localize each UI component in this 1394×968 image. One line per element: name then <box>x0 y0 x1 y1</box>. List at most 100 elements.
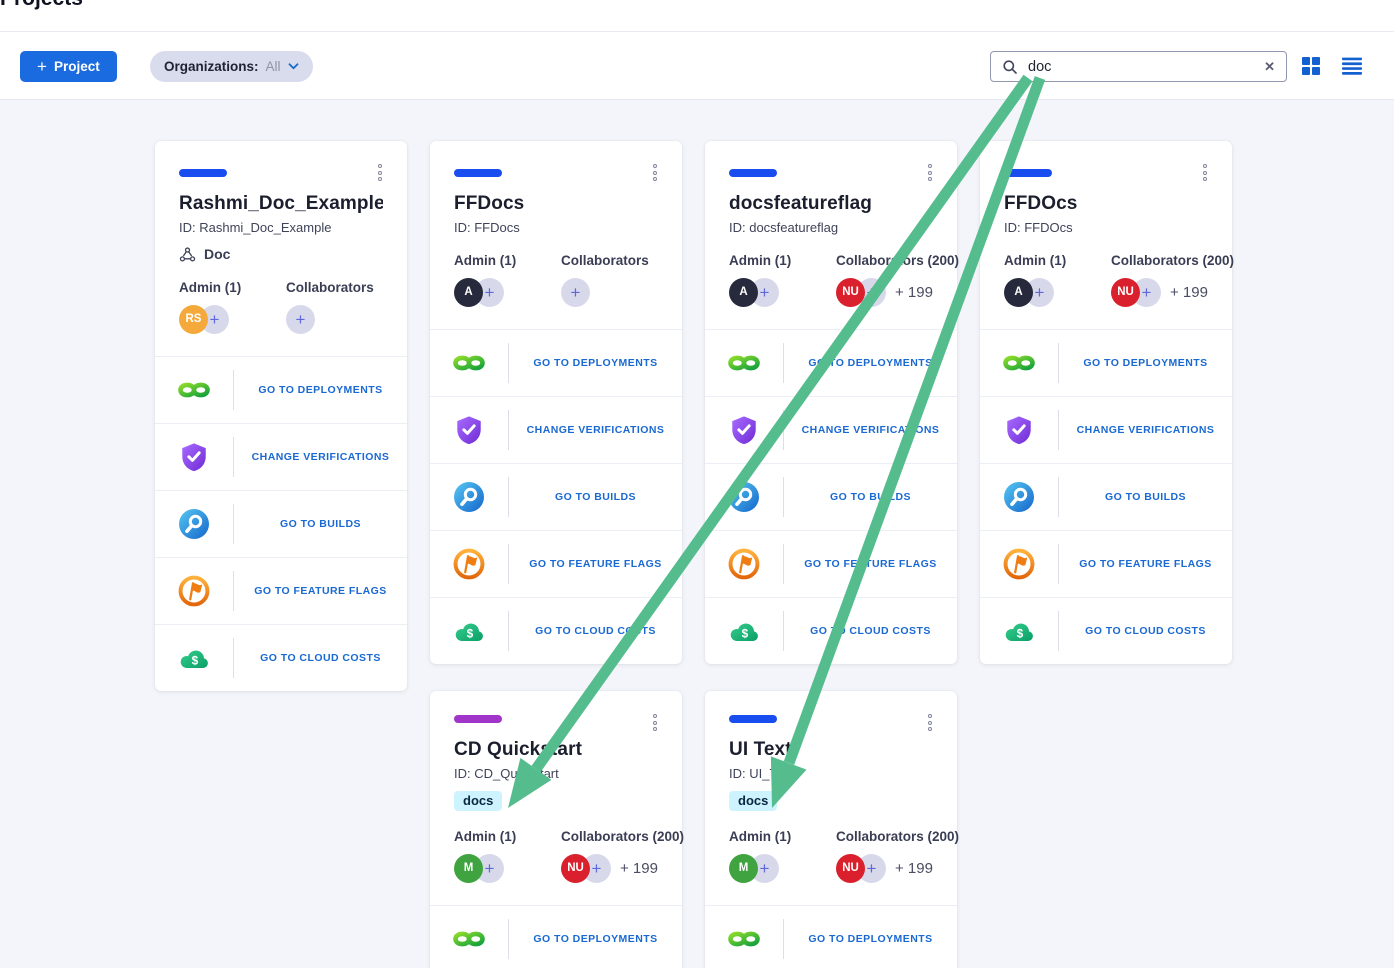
card-tag[interactable]: docs <box>454 791 503 811</box>
admin-label: Admin (1) <box>729 253 792 268</box>
add-collaborator-button[interactable] <box>286 304 315 334</box>
search-input[interactable] <box>1026 57 1257 76</box>
verifications-icon <box>155 442 233 472</box>
card-menu-icon[interactable] <box>1200 161 1210 184</box>
cloud-costs-icon: $ <box>980 619 1058 644</box>
collab-avatar[interactable]: NU <box>836 277 865 307</box>
divider <box>508 343 509 383</box>
card-action-row[interactable]: CHANGE VERIFICATIONS <box>155 424 407 491</box>
search-box <box>990 51 1287 82</box>
card-action-row[interactable]: GO TO DEPLOYMENTS <box>980 330 1232 397</box>
builds-icon <box>430 481 508 513</box>
card-menu-icon[interactable] <box>650 711 660 734</box>
action-label: GO TO CLOUD COSTS <box>260 652 381 664</box>
card-menu-icon[interactable] <box>375 161 385 184</box>
project-id: ID: CD_Quickstart <box>454 766 559 781</box>
card-action-row[interactable]: GO TO DEPLOYMENTS <box>430 906 682 968</box>
deployments-icon <box>980 351 1058 375</box>
card-action-row[interactable]: GO TO BUILDS <box>980 464 1232 531</box>
card-action-row[interactable]: $ GO TO CLOUD COSTS <box>980 598 1232 664</box>
divider <box>1058 477 1059 517</box>
admin-avatar[interactable]: M <box>729 853 758 883</box>
collaborators-group: Collaborators (200) NU + 199 <box>836 253 959 307</box>
admin-group: Admin (1) RS <box>179 280 262 334</box>
list-view-button[interactable] <box>1342 57 1362 75</box>
card-menu-icon[interactable] <box>925 711 935 734</box>
card-actions: GO TO DEPLOYMENTS CHANGE VERIFICATIONS G… <box>705 905 957 968</box>
card-color-bar <box>454 169 502 177</box>
page-header: Projects Project Organizations: All <box>0 0 1394 100</box>
card-action-row[interactable]: GO TO FEATURE FLAGS <box>430 531 682 598</box>
grid-view-button[interactable] <box>1301 56 1321 76</box>
card-action-row[interactable]: GO TO FEATURE FLAGS <box>155 558 407 625</box>
clear-search-icon[interactable] <box>1264 59 1275 75</box>
card-menu-icon[interactable] <box>925 161 935 184</box>
card-color-bar <box>454 715 502 723</box>
divider <box>508 544 509 584</box>
card-action-row[interactable]: GO TO FEATURE FLAGS <box>705 531 957 598</box>
card-action-row[interactable]: CHANGE VERIFICATIONS <box>980 397 1232 464</box>
card-tag[interactable]: docs <box>729 791 778 811</box>
action-label: GO TO BUILDS <box>1104 491 1187 503</box>
project-card[interactable]: docsfeatureflag ID: docsfeatureflag Admi… <box>705 141 959 664</box>
admin-avatar[interactable]: A <box>454 277 483 307</box>
admin-label: Admin (1) <box>454 253 517 268</box>
card-people-row: Admin (1) M Collaborators (200) NU + 199 <box>454 829 684 883</box>
svg-text:$: $ <box>742 626 749 640</box>
add-collaborator-button[interactable] <box>561 277 590 307</box>
card-action-row[interactable]: GO TO BUILDS <box>430 464 682 531</box>
project-card[interactable]: UI Text ID: UI_Text docs Admin (1) M Col… <box>705 691 959 968</box>
card-action-row[interactable]: GO TO DEPLOYMENTS <box>430 330 682 397</box>
card-action-row[interactable]: CHANGE VERIFICATIONS <box>705 397 957 464</box>
new-project-button[interactable]: Project <box>20 51 117 82</box>
action-label: GO TO DEPLOYMENTS <box>1083 357 1208 369</box>
card-menu-icon[interactable] <box>650 161 660 184</box>
card-actions: GO TO DEPLOYMENTS CHANGE VERIFICATIONS G… <box>980 329 1232 664</box>
admin-avatar[interactable]: RS <box>179 304 208 334</box>
card-action-row[interactable]: $ GO TO CLOUD COSTS <box>155 625 407 691</box>
project-card[interactable]: FFDocs ID: FFDocs Admin (1) A Collaborat… <box>430 141 682 664</box>
collaborators-label: Collaborators (200) <box>836 829 960 844</box>
admin-group: Admin (1) A <box>729 253 812 307</box>
card-action-row[interactable]: GO TO DEPLOYMENTS <box>155 357 407 424</box>
deployments-icon <box>430 927 508 951</box>
collab-avatar[interactable]: NU <box>561 853 590 883</box>
card-action-row[interactable]: CHANGE VERIFICATIONS <box>430 397 682 464</box>
admin-avatar[interactable]: A <box>729 277 758 307</box>
card-action-row[interactable]: $ GO TO CLOUD COSTS <box>430 598 682 664</box>
card-actions: GO TO DEPLOYMENTS CHANGE VERIFICATIONS G… <box>155 356 407 691</box>
project-card[interactable]: Rashmi_Doc_Example ID: Rashmi_Doc_Exampl… <box>155 141 407 691</box>
deployments-icon <box>705 351 783 375</box>
divider <box>508 919 509 959</box>
card-org-row: Doc <box>179 246 383 262</box>
card-head: CD Quickstart ID: CD_Quickstart docs Adm… <box>430 691 684 883</box>
project-name: Rashmi_Doc_Example <box>179 193 383 214</box>
action-label: CHANGE VERIFICATIONS <box>1076 424 1215 436</box>
deployments-icon <box>155 378 233 402</box>
card-action-row[interactable]: GO TO DEPLOYMENTS <box>705 330 957 397</box>
project-name: docsfeatureflag <box>729 193 872 214</box>
card-head: docsfeatureflag ID: docsfeatureflag Admi… <box>705 141 959 307</box>
admin-avatar[interactable]: A <box>1004 277 1033 307</box>
plus-icon <box>571 284 581 301</box>
action-label: GO TO FEATURE FLAGS <box>529 558 662 570</box>
collab-overflow: + 199 <box>895 283 933 301</box>
collab-avatar[interactable]: NU <box>836 853 865 883</box>
collaborators-label: Collaborators (200) <box>836 253 960 268</box>
collaborators-group: Collaborators <box>561 253 649 307</box>
card-action-row[interactable]: GO TO DEPLOYMENTS <box>705 906 957 968</box>
card-action-row[interactable]: GO TO BUILDS <box>155 491 407 558</box>
project-card[interactable]: FFDOcs ID: FFDOcs Admin (1) A Collaborat… <box>980 141 1234 664</box>
action-label: CHANGE VERIFICATIONS <box>801 424 940 436</box>
organizations-filter[interactable]: Organizations: All <box>150 51 313 82</box>
card-action-row[interactable]: GO TO FEATURE FLAGS <box>980 531 1232 598</box>
admin-avatar[interactable]: M <box>454 853 483 883</box>
divider <box>1058 611 1059 651</box>
collab-avatar[interactable]: NU <box>1111 277 1140 307</box>
verifications-icon <box>430 415 508 445</box>
card-color-bar <box>1004 169 1052 177</box>
card-action-row[interactable]: GO TO BUILDS <box>705 464 957 531</box>
card-action-row[interactable]: $ GO TO CLOUD COSTS <box>705 598 957 664</box>
card-people-row: Admin (1) M Collaborators (200) NU + 199 <box>729 829 959 883</box>
project-card[interactable]: CD Quickstart ID: CD_Quickstart docs Adm… <box>430 691 684 968</box>
